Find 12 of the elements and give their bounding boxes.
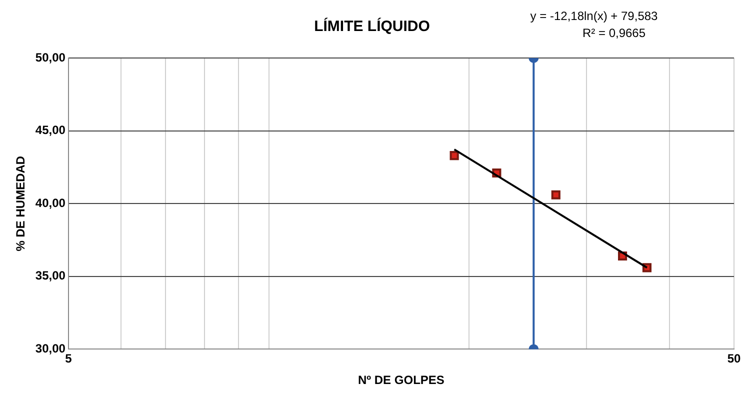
x-axis-title: Nº DE GOLPES — [358, 373, 444, 388]
text: R² = 0,9665 — [582, 26, 646, 40]
y-tick-label: 30,00 — [35, 342, 66, 356]
x-tick-label: 5 — [65, 352, 72, 366]
y-tick-label: 35,00 — [35, 268, 66, 283]
text: y = -12,18ln(x) + 79,583 — [530, 9, 658, 23]
y-tick-label: 50,00 — [35, 50, 66, 64]
chart-title: LÍMITE LÍQUIDO — [314, 17, 430, 36]
y-axis-title: % DE HUMEDAD — [14, 156, 28, 252]
y-tick-label: 40,00 — [35, 196, 66, 210]
x-tick-label: 50 — [727, 352, 741, 366]
y-tick-label: 45,00 — [35, 123, 66, 138]
